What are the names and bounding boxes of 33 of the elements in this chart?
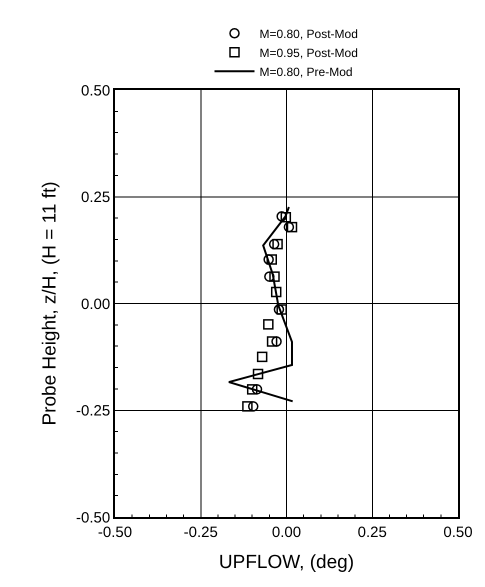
y-tick-label: 0.50 [81, 82, 110, 100]
x-axis-title: UPFLOW, (deg) [218, 552, 354, 574]
x-tick-label: -0.25 [184, 524, 218, 541]
x-tick-label: 0.00 [272, 524, 302, 541]
point [246, 384, 258, 395]
legend-label: M=0.80, Pre-Mod [260, 64, 353, 79]
x-tick-label: 0.50 [443, 524, 473, 541]
y-axis-title: Probe Height, z/H, (H = 11 ft) [39, 181, 60, 426]
y-tick-label: -0.50 [76, 509, 110, 526]
x-tick-label: 0.25 [358, 524, 387, 541]
point [248, 401, 258, 412]
y-tick-label: -0.25 [76, 402, 110, 420]
point [268, 238, 280, 250]
point [269, 271, 280, 282]
point [242, 401, 253, 412]
point [263, 319, 274, 330]
point [270, 286, 282, 298]
y-tick-label: 0.00 [81, 296, 110, 313]
point [266, 336, 278, 347]
x-tick-label: -0.50 [98, 524, 132, 541]
point [266, 254, 277, 265]
point [286, 222, 298, 232]
legend-label: M=0.95, Post-Mod [260, 46, 358, 60]
point [272, 238, 283, 250]
point [280, 212, 292, 222]
point [256, 352, 268, 362]
point [252, 368, 264, 380]
point [252, 384, 262, 395]
point [271, 336, 282, 347]
y-tick-label: 0.25 [81, 189, 110, 206]
point [276, 304, 287, 315]
legend-label: M=0.80, Post-Mod [260, 26, 358, 41]
point [263, 254, 274, 265]
